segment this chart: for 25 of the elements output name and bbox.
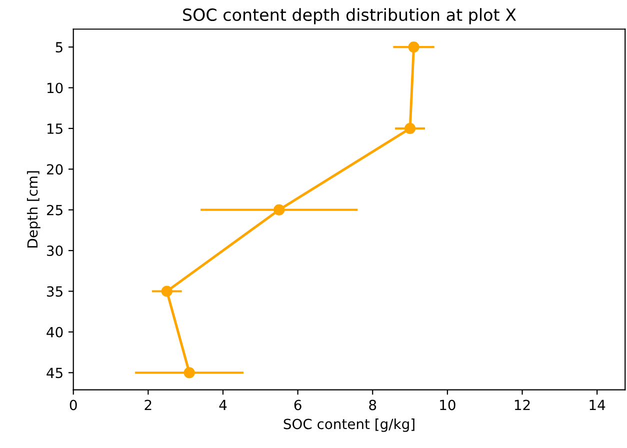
- point: [274, 204, 285, 216]
- x-tick-label: 12: [514, 400, 530, 410]
- y-tick-label: 20: [46, 164, 63, 175]
- point: [404, 122, 416, 134]
- x-axis-title: SOC content [g/kg]: [284, 418, 414, 432]
- y-tick-label: 45: [46, 368, 62, 378]
- point: [184, 367, 195, 378]
- x-tick-label: 8: [369, 400, 376, 410]
- x-tick-label: 14: [590, 400, 606, 410]
- point: [408, 41, 420, 53]
- y-axis-title: Depth [cm]: [26, 171, 40, 248]
- y-tick-label: 15: [47, 124, 62, 134]
- x-tick-label: 2: [144, 400, 152, 410]
- y-tick-label: 30: [47, 246, 63, 256]
- x-tick-label: 4: [219, 400, 227, 410]
- point: [161, 286, 172, 297]
- y-tick-label: 5: [56, 42, 62, 53]
- x-tick-label: 6: [294, 400, 302, 410]
- x-tick-label: 0: [70, 400, 77, 410]
- y-tick-label: 40: [46, 326, 63, 338]
- y-tick-label: 10: [47, 82, 63, 94]
- x-tick-label: 10: [440, 400, 456, 410]
- chart-title: SOC content depth distribution at plot X: [183, 8, 516, 24]
- y-tick-label: 35: [47, 286, 62, 297]
- y-tick-label: 25: [46, 204, 62, 216]
